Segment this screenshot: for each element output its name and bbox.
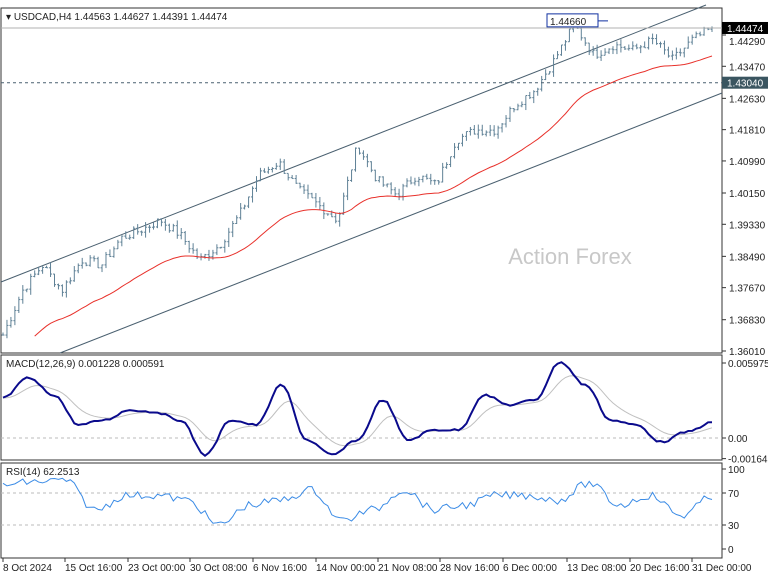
rsi-tick-label: 100	[728, 465, 745, 476]
time-tick-label: 6 Nov 16:00	[253, 563, 307, 574]
price-tick-label: 1.42630	[729, 94, 766, 105]
time-tick-label: 13 Dec 08:00	[567, 563, 627, 574]
time-tick-label: 30 Oct 08:00	[190, 563, 248, 574]
price-tick-label: 1.40990	[729, 157, 766, 168]
price-levels: 1.44474 1.43040 1.44660	[1, 13, 768, 90]
rsi-tick-label: 30	[728, 521, 740, 532]
high-marker-label: 1.44660	[550, 17, 587, 28]
time-tick-label: 8 Oct 2024	[3, 563, 52, 574]
watermark: Action Forex	[508, 244, 632, 269]
channel-upper-line	[0, 4, 707, 283]
time-tick-label: 28 Nov 16:00	[440, 563, 500, 574]
price-axis: 1.44290 1.43470 1.42630 1.41810 1.40990 1.401…	[722, 34, 766, 358]
price-panel[interactable]: ▾ USDCAD,H4 1.44563 1.44627 1.44391 1.44…	[0, 4, 768, 358]
macd-signal-line	[2, 375, 713, 447]
time-tick-label: 31 Dec 00:00	[692, 563, 752, 574]
macd-tick-label: -0.001643	[728, 455, 768, 466]
price-tick-label: 1.43470	[729, 62, 766, 73]
price-tick-label: 1.41810	[729, 126, 766, 137]
time-tick-label: 6 Dec 00:00	[503, 563, 557, 574]
rsi-tick-label: 70	[728, 489, 740, 500]
time-tick-label: 14 Nov 00:00	[316, 563, 376, 574]
macd-line	[2, 361, 713, 458]
ohlc-readout: 1.44563 1.44627 1.44391 1.44474	[74, 12, 227, 23]
price-tick-label: 1.37670	[729, 284, 766, 295]
macd-panel-frame	[0, 354, 723, 461]
time-tick-label: 23 Oct 00:00	[128, 563, 186, 574]
price-tick-label: 1.36010	[729, 347, 766, 358]
rsi-panel-frame	[0, 462, 723, 559]
macd-panel[interactable]: MACD(12,26,9) 0.001228 0.000591 0.005975…	[0, 354, 768, 466]
horizontal-level-label: 1.43040	[727, 79, 764, 90]
high-marker-box	[546, 13, 599, 28]
symbol-label: USDCAD,H4	[14, 12, 72, 23]
macd-plot: 0.005975 0.00 -0.001643	[1, 359, 768, 466]
moving-average-line	[34, 55, 713, 337]
rsi-plot: 100 70 30 0	[1, 465, 745, 556]
macd-tick-label: 0.00	[728, 434, 748, 445]
current-price-label: 1.44474	[727, 24, 764, 35]
price-tick-label: 1.38490	[729, 252, 766, 263]
price-tick-label: 1.39330	[729, 220, 766, 231]
rsi-title: RSI(14) 62.2513	[6, 467, 80, 478]
time-tick-label: 15 Oct 16:00	[65, 563, 123, 574]
rsi-line	[2, 477, 713, 524]
chart-title: ▾ USDCAD,H4 1.44563 1.44627 1.44391 1.44…	[6, 12, 228, 23]
price-channel	[0, 4, 723, 354]
horizontal-level-badge	[722, 76, 768, 89]
time-tick-label: 21 Nov 08:00	[378, 563, 438, 574]
price-tick-label: 1.44290	[729, 37, 766, 48]
price-tick-label: 1.40150	[729, 189, 766, 200]
price-tick-label: 1.36830	[729, 316, 766, 327]
time-tick-label: 20 Dec 16:00	[630, 563, 690, 574]
rsi-panel[interactable]: RSI(14) 62.2513 100 70 30 0	[0, 462, 745, 559]
current-price-badge	[722, 21, 768, 34]
macd-tick-label: 0.005975	[728, 359, 768, 370]
collapse-triangle-icon[interactable]: ▾	[6, 12, 14, 23]
price-panel-frame	[0, 7, 723, 354]
channel-lower-line	[59, 92, 723, 354]
rsi-tick-label: 0	[728, 545, 734, 556]
macd-title: MACD(12,26,9) 0.001228 0.000591	[6, 359, 165, 370]
time-axis: 8 Oct 2024 15 Oct 16:00 23 Oct 00:00 30 Oct…	[2, 558, 752, 574]
